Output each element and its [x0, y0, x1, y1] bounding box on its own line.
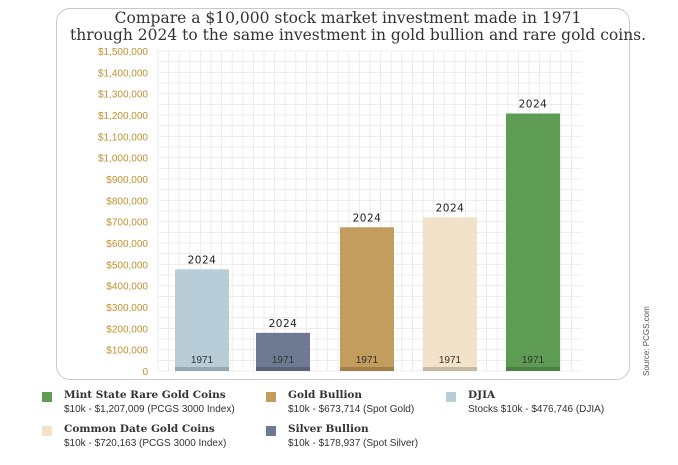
bar-start-label: 1971: [356, 355, 379, 366]
y-tick-label: $800,000: [106, 196, 148, 207]
source-note: Source: PCGS.com: [642, 306, 651, 376]
y-tick-label: $300,000: [106, 303, 148, 314]
y-tick-label: $900,000: [106, 175, 148, 186]
bar-djia: [175, 269, 229, 371]
y-tick-label: $1,000,000: [98, 154, 148, 165]
legend-swatch: [42, 392, 52, 402]
y-tick-label: $600,000: [106, 239, 148, 250]
bar-common-date-gold-coins: [423, 217, 477, 371]
bar-base-shade: [423, 367, 477, 371]
y-tick-label: $200,000: [106, 324, 148, 335]
legend: Mint State Rare Gold Coins $10k - $1,207…: [42, 389, 662, 459]
chart-title-line-2: through 2024 to the same investment in g…: [70, 26, 647, 44]
chart-title: Compare a $10,000 stock market investmen…: [70, 9, 647, 44]
bar-base-shade: [256, 367, 310, 371]
bar-end-label: 2024: [519, 99, 548, 111]
bar-base-1971: [506, 367, 560, 371]
bar-start-label: 1971: [191, 355, 214, 366]
bar-base-1971: [256, 367, 310, 371]
y-tick-label: $1,400,000: [98, 68, 148, 79]
bar-base-shade: [340, 367, 394, 371]
bar-base-shade: [175, 367, 229, 371]
y-tick-label: $500,000: [106, 260, 148, 271]
bar-end-label: 2024: [436, 202, 465, 214]
bar-base-1971: [175, 367, 229, 371]
y-tick-label: $1,500,000: [98, 47, 148, 58]
y-tick-label: $1,300,000: [98, 90, 148, 101]
legend-swatch: [446, 392, 456, 402]
bar-base-shade: [506, 367, 560, 371]
legend-desc: $10k - $673,714 (Spot Gold): [288, 404, 415, 415]
bar-end-label: 2024: [188, 254, 217, 266]
y-tick-label: 0: [142, 367, 148, 378]
legend-name: DJIA: [468, 389, 496, 401]
bar-mint-state-rare-gold-coins: [506, 113, 560, 371]
legend-name: Common Date Gold Coins: [64, 423, 215, 435]
bar-end-label: 2024: [269, 318, 298, 330]
bar-silver-bullion: [256, 332, 310, 371]
bar-start-label: 1971: [439, 355, 462, 366]
legend-name: Silver Bullion: [288, 423, 369, 435]
legend-desc: $10k - $178,937 (Spot Silver): [288, 438, 419, 449]
bar-start-label: 1971: [522, 355, 545, 366]
legend-desc: $10k - $720,163 (PCGS 3000 Index): [64, 438, 227, 449]
legend-swatch: [266, 392, 276, 402]
y-tick-label: $700,000: [106, 218, 148, 229]
legend-desc: Stocks $10k - $476,746 (DJIA): [468, 404, 605, 415]
bar-gold-bullion: [340, 227, 394, 371]
bar-start-label: 1971: [272, 355, 295, 366]
y-tick-label: $400,000: [106, 282, 148, 293]
bar-chart: 0 $100,000 $200,000 $300,000 $400,000 $500,00…: [98, 47, 582, 378]
legend-name: Mint State Rare Gold Coins: [64, 389, 226, 401]
legend-desc: $10k - $1,207,009 (PCGS 3000 Index): [64, 404, 235, 415]
legend-swatch: [42, 426, 52, 436]
bar-base-1971: [423, 367, 477, 371]
y-tick-label: $1,200,000: [98, 111, 148, 122]
legend-swatch: [266, 426, 276, 436]
bar-end-label: 2024: [353, 212, 382, 224]
legend-name: Gold Bullion: [288, 389, 363, 401]
y-tick-label: $1,100,000: [98, 132, 148, 143]
y-tick-label: $100,000: [106, 346, 148, 357]
chart-title-line-1: Compare a $10,000 stock market investmen…: [114, 9, 582, 27]
bar-base-1971: [340, 367, 394, 371]
